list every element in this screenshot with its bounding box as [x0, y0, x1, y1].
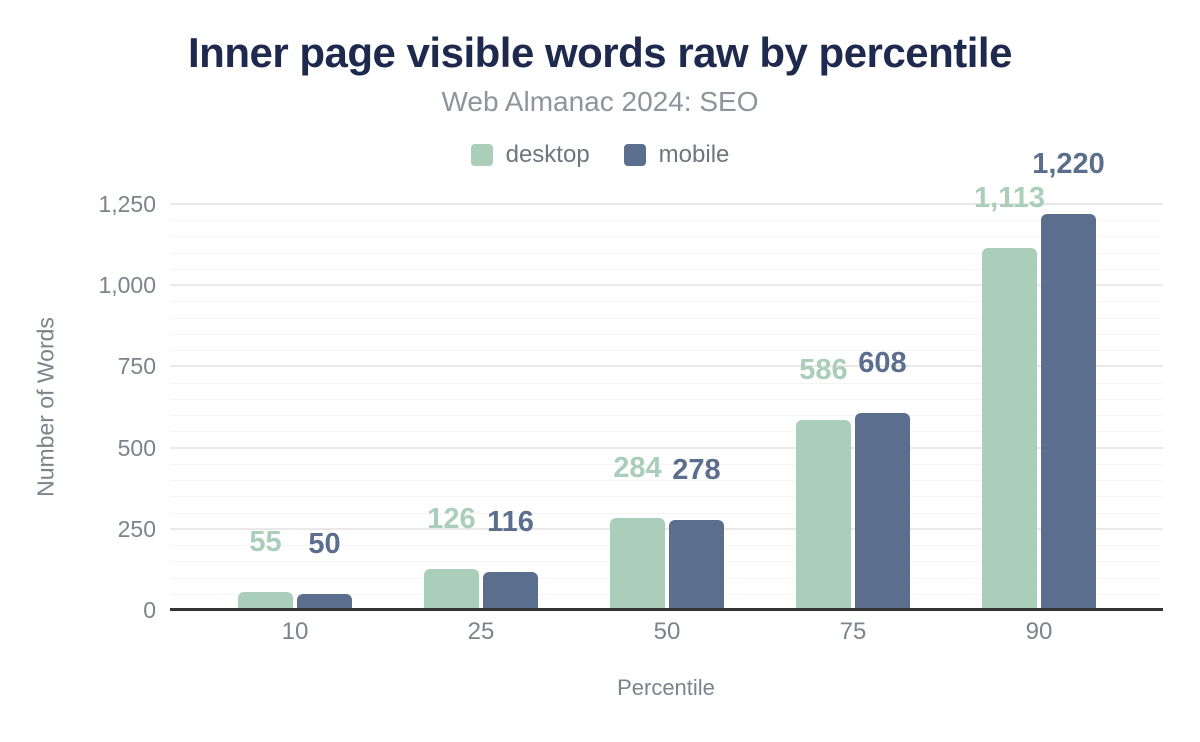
bar-mobile-p90[interactable] — [1041, 214, 1096, 610]
x-tick-label-50: 50 — [653, 618, 681, 645]
bar-label-desktop-p10: 55 — [249, 526, 282, 558]
minor-gridline — [170, 480, 1163, 482]
y-axis-title: Number of Words — [32, 317, 59, 497]
legend-label-desktop: desktop — [505, 141, 590, 168]
minor-gridline — [170, 463, 1163, 465]
x-tick-label-90: 90 — [1025, 618, 1053, 645]
major-gridline — [170, 203, 1163, 205]
minor-gridline — [170, 220, 1163, 222]
bar-desktop-p25[interactable] — [424, 569, 479, 610]
minor-gridline — [170, 382, 1163, 384]
major-gridline — [170, 527, 1163, 530]
y-tick-label: 750 — [117, 353, 156, 380]
bar-mobile-p25[interactable] — [483, 572, 538, 610]
y-tick-label: 1,250 — [98, 191, 156, 217]
major-gridline — [170, 284, 1163, 287]
minor-gridline — [170, 577, 1163, 579]
bar-desktop-p75[interactable] — [796, 420, 851, 610]
x-tick-label-75: 75 — [839, 618, 867, 645]
bar-label-mobile-p25: 116 — [487, 506, 534, 538]
minor-gridline — [170, 317, 1163, 319]
bar-mobile-p10[interactable] — [297, 594, 352, 610]
minor-gridline — [170, 545, 1163, 547]
minor-gridline — [170, 561, 1163, 563]
bar-label-mobile-p10: 50 — [308, 528, 341, 560]
x-tick-label-10: 10 — [281, 618, 309, 645]
minor-gridline — [170, 301, 1163, 303]
bar-label-desktop-p25: 126 — [427, 503, 476, 535]
bar-desktop-p90[interactable] — [982, 248, 1037, 610]
legend-item-desktop[interactable]: desktop — [470, 141, 590, 169]
minor-gridline — [170, 268, 1163, 270]
chart-title: Inner page visible words raw by percenti… — [188, 29, 1012, 76]
x-axis-title: Percentile — [617, 675, 715, 700]
bar-label-desktop-p90: 1,113 — [974, 182, 1045, 214]
bar-desktop-p10[interactable] — [238, 592, 293, 610]
minor-gridline — [170, 252, 1163, 254]
major-gridline — [170, 446, 1163, 449]
minor-gridline — [170, 496, 1163, 498]
legend-label-mobile: mobile — [658, 141, 730, 168]
bar-label-desktop-p75: 586 — [799, 354, 848, 386]
minor-gridline — [170, 350, 1163, 352]
minor-gridline — [170, 236, 1163, 238]
bar-label-mobile-p90: 1,220 — [1032, 148, 1105, 180]
minor-gridline — [170, 593, 1163, 595]
minor-gridline — [170, 512, 1163, 514]
x-axis-line — [170, 608, 1163, 611]
bar-label-mobile-p50: 278 — [672, 454, 721, 486]
bar-mobile-p50[interactable] — [669, 520, 724, 610]
y-tick-label: 500 — [117, 434, 156, 461]
minor-gridline — [170, 398, 1163, 400]
bar-desktop-p50[interactable] — [610, 518, 665, 610]
y-tick-label: 0 — [143, 597, 156, 623]
chart-subtitle: Web Almanac 2024: SEO — [441, 86, 759, 117]
major-gridline — [170, 365, 1163, 368]
x-tick-label-25: 25 — [467, 618, 495, 645]
desktop-swatch-icon — [470, 144, 493, 166]
minor-gridline — [170, 333, 1163, 335]
bar-label-mobile-p75: 608 — [858, 347, 907, 379]
y-tick-label: 250 — [117, 515, 156, 542]
legend-item-mobile[interactable]: mobile — [623, 141, 730, 169]
minor-gridline — [170, 415, 1163, 417]
plot-area: 55 50 126 116 284 278 586 608 1,113 1,220 — [170, 150, 1163, 611]
mobile-swatch-icon — [623, 144, 646, 166]
legend: desktop mobile — [0, 141, 1200, 169]
bar-label-desktop-p50: 284 — [613, 452, 662, 484]
bar-mobile-p75[interactable] — [855, 413, 910, 610]
y-tick-label: 1,000 — [98, 272, 156, 299]
minor-gridline — [170, 431, 1163, 433]
